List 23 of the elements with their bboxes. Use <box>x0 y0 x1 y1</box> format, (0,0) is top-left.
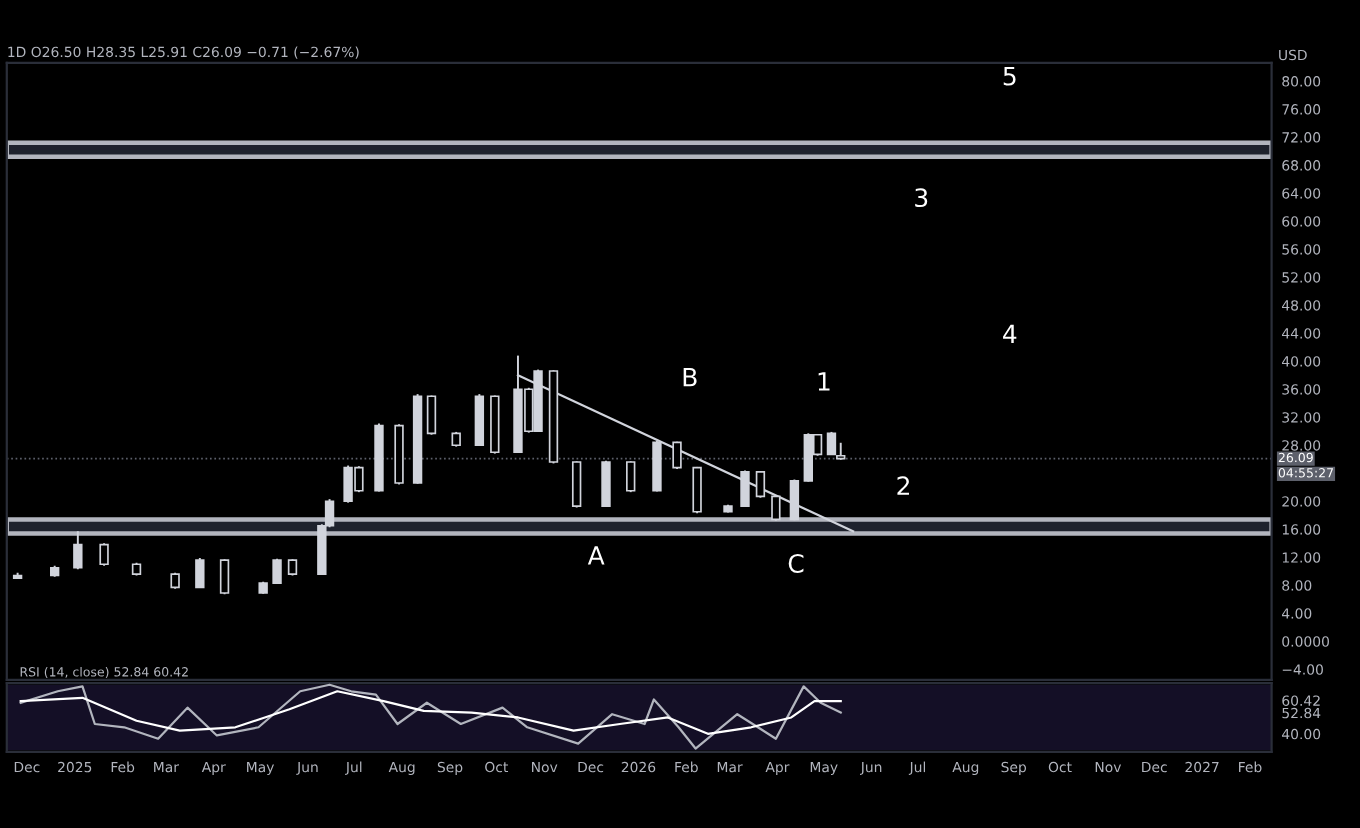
candlestick <box>755 470 766 499</box>
candlestick <box>426 394 437 436</box>
annotation: 1 <box>818 372 830 391</box>
candlestick <box>73 530 83 571</box>
annotation: C <box>788 554 804 573</box>
candlestick <box>672 440 682 470</box>
annotation: 5 <box>1003 67 1016 86</box>
candlestick <box>771 494 781 522</box>
candlestick <box>195 556 205 590</box>
annotation: 2 <box>897 476 909 495</box>
line-series <box>19 690 842 735</box>
candlestick <box>272 557 282 585</box>
annotation: B <box>683 368 697 387</box>
annotation: 3 <box>915 188 928 208</box>
line-series <box>19 683 842 750</box>
candlestick <box>571 460 582 509</box>
candlestick <box>626 460 636 494</box>
candlestick <box>219 558 230 596</box>
candlestick <box>99 542 109 567</box>
candlestick <box>601 459 611 508</box>
annotation: 4 <box>1003 324 1017 344</box>
candlestick <box>740 469 750 508</box>
annotation: A <box>587 546 605 565</box>
